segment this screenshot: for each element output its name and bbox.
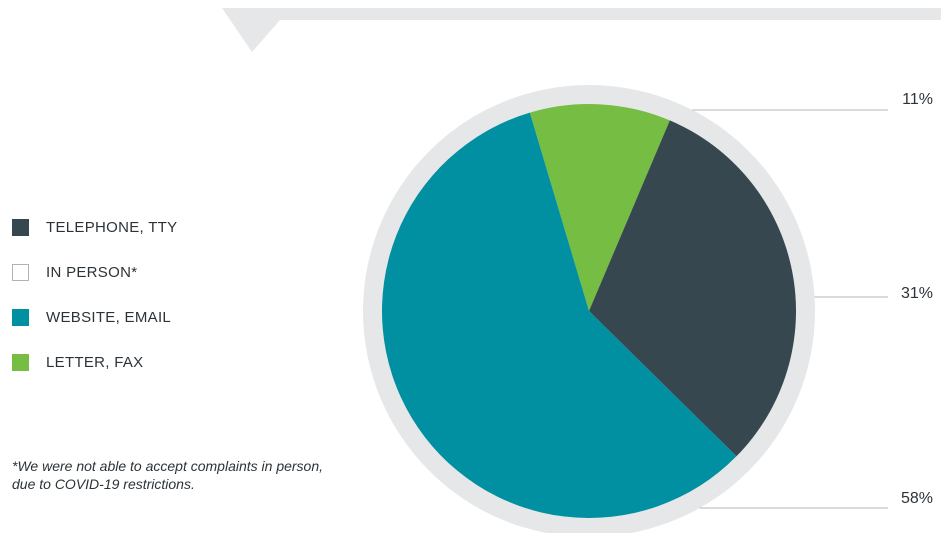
pie-slice-website-email <box>381 112 737 518</box>
legend-label-telephone: TELEPHONE, TTY <box>46 218 178 236</box>
legend-label-website: WEBSITE, EMAIL <box>46 308 172 326</box>
header-banner <box>222 8 941 52</box>
legend-label-in-person: IN PERSON* <box>46 263 138 281</box>
legend-item-website: WEBSITE, EMAIL <box>12 308 177 326</box>
pie-leader-lines <box>692 109 888 509</box>
percent-label: 31% <box>901 285 933 302</box>
legend-swatch-letter <box>12 353 29 371</box>
pie-slice-telephone-tty <box>589 120 796 457</box>
percent-label: 58% <box>901 490 933 507</box>
legend-label-letter: LETTER, FAX <box>46 353 144 371</box>
chart-legend: TELEPHONE, TTY IN PERSON* WEBSITE, EMAIL… <box>12 218 177 398</box>
legend-swatch-website <box>12 308 29 326</box>
banner-bar <box>222 8 941 52</box>
legend-item-telephone: TELEPHONE, TTY <box>12 218 177 236</box>
footnote: *We were not able to accept complaints i… <box>12 458 324 492</box>
legend-swatch-in-person <box>12 263 29 281</box>
legend-item-letter: LETTER, FAX <box>12 353 177 371</box>
pie-percent-labels: 11% 31% 58% <box>901 91 933 507</box>
legend-swatch-telephone <box>12 218 29 236</box>
percent-label: 11% <box>902 91 933 108</box>
legend-item-in-person: IN PERSON* <box>12 263 177 281</box>
pie-slice-letter-fax <box>529 103 670 311</box>
pie-slices <box>381 103 796 518</box>
